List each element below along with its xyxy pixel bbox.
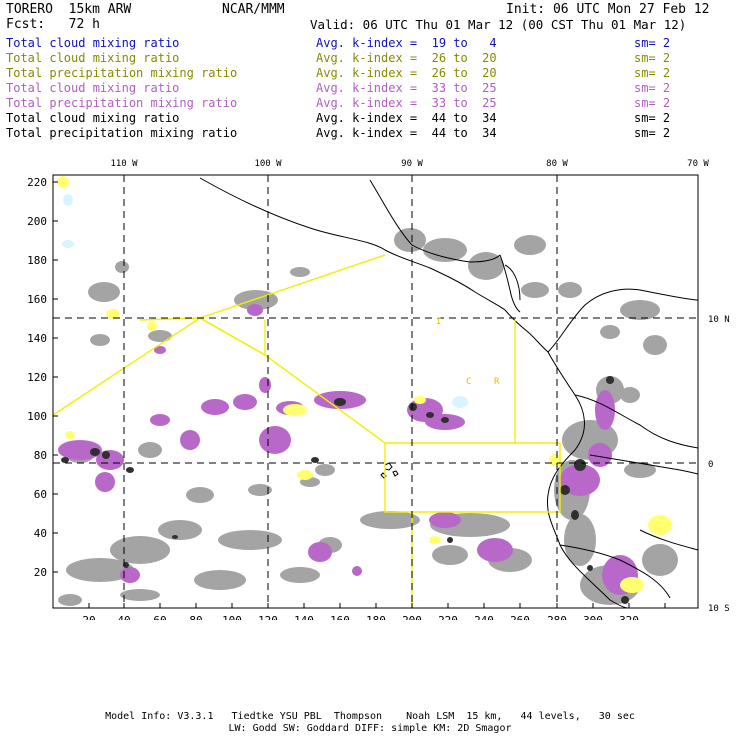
legend-kindex: Avg. k-index = 33 to 25	[316, 96, 497, 110]
y-tick-label: 20	[34, 566, 47, 579]
region-label: I	[436, 317, 441, 327]
yellow-cloud-shading	[57, 176, 672, 593]
legend-smoothing: sm= 2	[634, 96, 671, 110]
x-tick-label: 320	[619, 614, 639, 620]
legend-smoothing: sm= 2	[634, 81, 671, 95]
lon-label: 110 W	[110, 159, 138, 169]
latlon-grid	[53, 175, 698, 608]
legend-field: Total cloud mixing ratio	[6, 111, 180, 125]
legend-kindex: Avg. k-index = 33 to 25	[316, 81, 497, 95]
y-tick-label: 60	[34, 488, 47, 501]
x-tick-label: 260	[510, 614, 530, 620]
lon-label: 90 W	[401, 159, 423, 169]
x-tick-label: 100	[222, 614, 242, 620]
model-title: TORERO 15km ARW	[6, 2, 132, 17]
legend-field: Total precipitation mixing ratio	[6, 66, 238, 80]
model-info: Model Info: V3.3.1 Tiedtke YSU PBL Thomp…	[105, 711, 635, 722]
lon-label: 100 W	[254, 159, 282, 169]
legend-field: Total precipitation mixing ratio	[6, 126, 238, 140]
x-tick-label: 120	[258, 614, 278, 620]
legend-smoothing: sm= 2	[634, 36, 671, 50]
x-tick-label: 220	[438, 614, 458, 620]
y-tick-label: 80	[34, 449, 47, 462]
y-tick-label: 100	[27, 410, 47, 423]
y-tick-label: 40	[34, 527, 47, 540]
legend-smoothing: sm= 2	[634, 51, 671, 65]
x-tick-label: 200	[402, 614, 422, 620]
legend-smoothing: sm= 2	[634, 126, 671, 140]
region-letters: I C R	[436, 317, 500, 387]
x-tick-label: 280	[547, 614, 567, 620]
legend-field: Total cloud mixing ratio	[6, 81, 180, 95]
axis-ticks	[53, 181, 666, 608]
agency-label: NCAR/MMM	[222, 2, 285, 17]
forecast-map: 110 W 100 W 90 W 80 W 70 W 10 N 0 10 S 2…	[27, 159, 730, 620]
physics-info: LW: Godd SW: Goddard DIFF: simple KM: 2D…	[228, 723, 512, 734]
lon-label: 80 W	[546, 159, 568, 169]
legend-smoothing: sm= 2	[634, 111, 671, 125]
field-shading	[57, 176, 698, 608]
y-tick-label: 120	[27, 371, 47, 384]
x-tick-label: 40	[117, 614, 130, 620]
legend-kindex: Avg. k-index = 26 to 20	[316, 66, 497, 80]
legend-field: Total cloud mixing ratio	[6, 51, 180, 65]
cloud-shading	[58, 228, 678, 606]
x-tick-label: 240	[474, 614, 494, 620]
legend-kindex: Avg. k-index = 44 to 34	[316, 111, 497, 125]
lat-label: 10 N	[708, 315, 730, 325]
x-tick-label: 60	[153, 614, 166, 620]
legend-smoothing: sm= 2	[634, 66, 671, 80]
region-label: R	[494, 377, 500, 387]
lon-labels: 110 W 100 W 90 W 80 W 70 W	[110, 159, 709, 169]
legend-kindex: Avg. k-index = 44 to 34	[316, 126, 497, 140]
forecast-hour: Fcst: 72 h	[6, 17, 100, 32]
legend-kindex: Avg. k-index = 26 to 20	[316, 51, 497, 65]
x-tick-label: 180	[366, 614, 386, 620]
y-tick-label: 180	[27, 254, 47, 267]
x-tick-label: 20	[82, 614, 95, 620]
legend-field: Total cloud mixing ratio	[6, 36, 180, 50]
x-tick-label: 80	[189, 614, 202, 620]
heavy-cores	[61, 376, 629, 604]
y-tick-label: 220	[27, 176, 47, 189]
valid-time: Valid: 06 UTC Thu 01 Mar 12 (00 CST Thu …	[310, 17, 687, 32]
init-time: Init: 06 UTC Mon 27 Feb 12	[506, 2, 710, 17]
lat-labels: 10 N 0 10 S	[708, 315, 730, 614]
x-tick-label: 140	[294, 614, 314, 620]
x-tick-label: 300	[583, 614, 603, 620]
coastlines	[199, 177, 698, 608]
x-tick-labels: 20 40 60 80 100 120 140 160 180 200 220 …	[82, 614, 639, 620]
y-tick-label: 160	[27, 293, 47, 306]
legend-field: Total precipitation mixing ratio	[6, 96, 238, 110]
lon-label: 70 W	[687, 159, 709, 169]
x-tick-label: 160	[330, 614, 350, 620]
region-label: C	[466, 377, 471, 387]
y-tick-label: 200	[27, 215, 47, 228]
y-tick-labels: 220 200 180 160 140 120 100 80 60 40 20	[27, 176, 47, 579]
y-tick-label: 140	[27, 332, 47, 345]
lat-label: 10 S	[708, 604, 730, 614]
legend-kindex: Avg. k-index = 19 to 4	[316, 36, 497, 50]
lat-label: 0	[708, 460, 713, 470]
low-cloud-shading	[62, 194, 468, 408]
